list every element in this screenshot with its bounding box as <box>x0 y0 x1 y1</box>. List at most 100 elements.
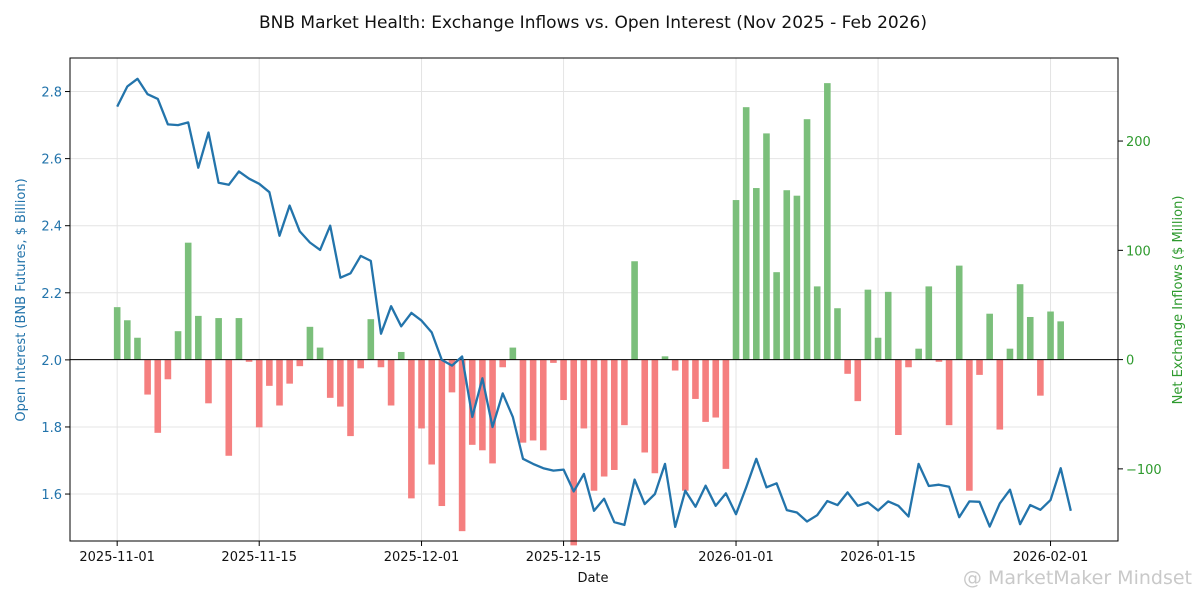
inflow-bar <box>742 107 750 360</box>
x-tick-label: 2025-11-01 <box>79 550 155 565</box>
inflow-bar <box>296 359 304 367</box>
inflow-bar <box>235 318 243 360</box>
inflow-bar <box>377 359 385 368</box>
left-tick-label: 2.8 <box>41 86 62 101</box>
inflow-bar <box>803 119 811 360</box>
inflow-bar <box>499 359 506 368</box>
left-axis: 1.6 1.8 2.0 2.2 2.4 2.6 2.8 <box>41 86 70 503</box>
inflow-bar <box>925 286 933 360</box>
inflow-bar <box>560 359 567 401</box>
left-tick-label: 2.0 <box>41 354 62 369</box>
inflow-bar <box>600 359 608 477</box>
inflow-bar <box>661 356 669 360</box>
inflow-bar <box>1057 321 1064 360</box>
x-tick-label: 2025-12-01 <box>384 550 460 565</box>
x-tick-label: 2025-11-15 <box>221 550 297 565</box>
inflow-bar <box>722 359 730 469</box>
watermark: @ MarketMaker Mindset <box>963 567 1192 589</box>
inflow-bar <box>955 265 963 360</box>
inflow-bar <box>367 319 375 360</box>
inflow-bar <box>1006 348 1014 360</box>
inflow-bar <box>205 359 212 404</box>
left-tick-label: 2.6 <box>41 153 62 168</box>
inflow-bar <box>458 359 466 532</box>
inflow-bar <box>276 359 283 406</box>
inflow-bar <box>783 190 791 360</box>
inflow-bar <box>732 200 740 360</box>
inflow-bar <box>124 320 131 360</box>
inflow-bar <box>631 261 638 360</box>
inflow-bar <box>610 359 618 470</box>
inflow-bar <box>519 359 527 443</box>
inflow-bar <box>884 291 892 360</box>
inflow-bar <box>337 359 344 407</box>
inflow-bar <box>813 286 821 360</box>
inflow-bar <box>529 359 537 441</box>
inflow-bar <box>966 359 973 491</box>
right-axis-label: Net Exchange Inflows ($ Million) <box>1171 196 1186 405</box>
inflow-bar <box>976 359 983 375</box>
inflow-bar <box>316 347 324 360</box>
inflow-bar <box>834 308 841 360</box>
inflow-bar <box>682 359 689 491</box>
inflow-bar <box>935 359 943 362</box>
line-layer <box>116 77 1072 529</box>
inflow-bar <box>905 359 912 368</box>
inflow-bar <box>641 359 649 453</box>
inflow-bar <box>448 359 456 393</box>
inflow-bar <box>428 359 435 465</box>
inflow-bar <box>996 359 1004 430</box>
open-interest-line <box>116 77 1072 529</box>
right-tick-label: 100 <box>1126 244 1151 259</box>
inflow-bar <box>174 331 182 360</box>
inflow-bar <box>326 359 334 398</box>
left-tick-label: 2.2 <box>41 287 62 302</box>
inflow-bar <box>489 359 496 464</box>
inflow-bar <box>134 337 141 360</box>
inflow-bar <box>195 315 202 360</box>
x-axis: 2025-11-01 2025-11-15 2025-12-01 2025-12-15… <box>79 541 1088 565</box>
inflow-bar <box>844 359 851 374</box>
right-tick-label: −100 <box>1126 463 1162 478</box>
right-tick-label: 200 <box>1126 135 1151 150</box>
inflow-bar <box>387 359 395 406</box>
left-tick-label: 1.8 <box>41 421 62 436</box>
right-tick-label: 0 <box>1126 354 1134 369</box>
inflow-bar <box>154 359 162 433</box>
inflow-bar <box>671 359 679 371</box>
inflow-bar <box>874 337 882 360</box>
inflow-bar <box>753 188 760 360</box>
x-axis-label: Date <box>577 571 608 586</box>
inflow-bar <box>1037 359 1044 396</box>
inflow-bar <box>306 326 314 360</box>
x-tick-label: 2026-01-15 <box>840 550 916 565</box>
inflow-bar <box>357 359 364 369</box>
inflow-bar <box>590 359 598 491</box>
inflow-bar <box>245 359 253 362</box>
inflow-bar <box>255 359 263 428</box>
inflow-bar <box>144 359 151 395</box>
inflow-bar <box>266 359 273 386</box>
inflow-bar <box>580 359 588 429</box>
chart-title: BNB Market Health: Exchange Inflows vs. … <box>259 13 927 33</box>
inflow-bar <box>184 242 192 360</box>
inflow-bar <box>702 359 709 422</box>
inflow-bar <box>945 359 953 426</box>
x-tick-label: 2026-01-01 <box>698 550 774 565</box>
inflow-bar <box>286 359 293 384</box>
left-axis-label: Open Interest (BNB Futures, $ Billion) <box>14 178 29 421</box>
inflow-bar <box>539 359 547 451</box>
inflow-bar <box>418 359 425 429</box>
inflow-bar <box>864 289 872 360</box>
inflow-bar <box>164 359 172 380</box>
inflow-bar <box>824 83 831 360</box>
inflow-bar <box>1047 311 1054 360</box>
inflow-bar <box>550 359 557 363</box>
left-tick-label: 2.4 <box>41 220 62 235</box>
inflow-bar <box>225 359 233 456</box>
inflow-bar <box>915 348 922 360</box>
inflow-bar <box>621 359 628 426</box>
inflow-bar <box>479 359 486 451</box>
inflow-bar <box>773 272 780 360</box>
